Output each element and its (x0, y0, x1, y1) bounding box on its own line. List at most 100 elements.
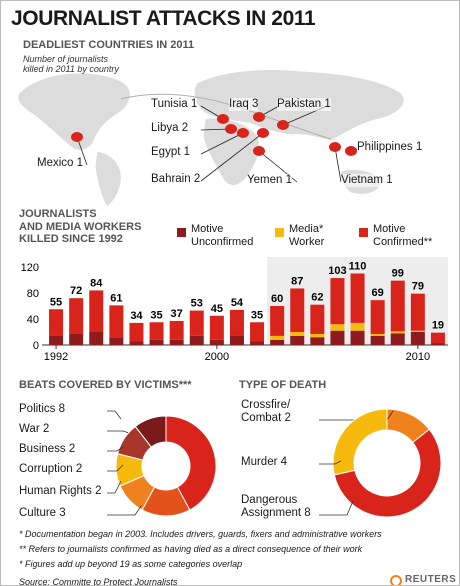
donut-label: Human Rights 2 (19, 485, 101, 498)
total-label: 55 (50, 296, 62, 308)
donut-label-name: Culture (19, 507, 57, 519)
total-label: 54 (231, 297, 244, 309)
brand: REUTERS (405, 574, 457, 585)
donut-label-name: Dangerous Assignment (241, 494, 302, 520)
bar-segment (290, 335, 305, 345)
donut-label-name: Corruption (19, 463, 73, 475)
total-label: 61 (110, 292, 122, 304)
bar-segment (290, 332, 305, 336)
donut-slice (134, 415, 167, 448)
bar-segment (330, 324, 345, 331)
country-label: Yemen 1 (247, 174, 292, 188)
bar-segment (129, 341, 144, 345)
country-label-value: 2 (193, 173, 201, 185)
country-label-name: Bahrain (151, 173, 191, 185)
donut-slice (119, 474, 156, 511)
country-label: Pakistan 1 (277, 98, 331, 112)
total-label: 87 (291, 275, 303, 287)
bar-segment (89, 290, 104, 332)
donut-label-value: 3 (59, 507, 66, 519)
bar-segment (129, 322, 144, 342)
bar-segment (390, 331, 405, 334)
donut-slice (333, 428, 442, 518)
donut-label-value: 2 (284, 412, 291, 425)
bar-segment (350, 322, 365, 331)
leader-line (107, 505, 142, 516)
donut-label-value: 2 (75, 463, 83, 475)
country-mark (253, 112, 265, 122)
donut-label-name: Business (19, 443, 66, 455)
bar-segment (209, 339, 224, 345)
total-label: 103 (328, 265, 346, 277)
bar-segment (430, 332, 445, 344)
bar-segment (310, 337, 325, 345)
donut-label-name: Crossfire/ Combat (241, 399, 291, 425)
bar-segment (250, 341, 265, 345)
donut-label-value: 8 (304, 507, 311, 520)
footnote: * Figures add up beyond 19 as some categ… (19, 559, 243, 569)
bar-segment (350, 330, 365, 345)
total-label: 37 (171, 308, 183, 320)
leader-line (319, 500, 354, 516)
donut-slice (332, 408, 388, 476)
country-mark (329, 142, 341, 152)
donut-label: Politics 8 (19, 403, 65, 416)
bar-segment (270, 335, 285, 340)
bar-segment (169, 339, 184, 345)
country-mark (253, 146, 265, 156)
country-mark (71, 132, 83, 142)
brand-logo (390, 575, 402, 585)
donut-label-name: Human Rights (19, 485, 92, 497)
donut-label-value: 2 (95, 485, 102, 497)
bar-segment (430, 343, 445, 345)
donut-slice (141, 486, 191, 517)
country-label: Iraq 3 (229, 98, 259, 112)
total-label: 34 (130, 310, 143, 322)
bar-segment (69, 298, 84, 334)
bar-segment (330, 330, 345, 345)
bar-segment (69, 333, 84, 345)
country-label-name: Yemen (247, 174, 283, 186)
country-mark (217, 114, 229, 124)
donut-slice (115, 453, 145, 487)
bar-segment (189, 335, 204, 345)
country-label-name: Tunisia (151, 98, 188, 110)
total-label: 99 (392, 268, 404, 280)
country-label-value: 1 (415, 141, 423, 153)
donut-label-name: War (19, 423, 40, 435)
y-tick-label: 80 (27, 288, 39, 300)
bar-segment (109, 337, 124, 345)
bar-segment (149, 339, 164, 345)
country-label: Libya 2 (151, 122, 189, 136)
bar-title: JOURNALISTS AND MEDIA WORKERS KILLED SIN… (19, 208, 142, 246)
country-label: Tunisia 1 (151, 98, 198, 112)
bar-segment (290, 288, 305, 332)
country-label-value: 1 (324, 98, 331, 110)
leader-line (200, 132, 244, 155)
country-label: Philippines 1 (357, 141, 423, 155)
total-label: 79 (412, 281, 424, 293)
x-tick-label: 2000 (205, 351, 229, 363)
y-tick-label: 40 (27, 314, 39, 326)
country-label: Vietnam 1 (341, 174, 393, 188)
country-label-name: Iraq (229, 98, 249, 110)
bar-segment (250, 322, 265, 342)
country-mark (225, 124, 237, 134)
leader-line (107, 480, 122, 494)
bar-segment (370, 335, 385, 345)
bar-segment (370, 300, 385, 334)
donut-title: BEATS COVERED BY VICTIMS*** (19, 379, 192, 391)
bar-segment (189, 310, 204, 336)
legend-swatch (177, 228, 186, 237)
donut-label: Business 2 (19, 443, 75, 456)
country-label-name: Vietnam (341, 174, 383, 186)
bar-segment (169, 320, 184, 340)
total-label: 72 (70, 285, 82, 297)
footnote: * Documentation began in 2003. Includes … (19, 529, 382, 539)
map-title: DEADLIEST COUNTRIES IN 2011 (23, 39, 195, 51)
total-label: 69 (372, 287, 384, 299)
bar-segment (390, 333, 405, 345)
donut-label-value: 2 (42, 423, 50, 435)
bar-segment (109, 305, 124, 338)
